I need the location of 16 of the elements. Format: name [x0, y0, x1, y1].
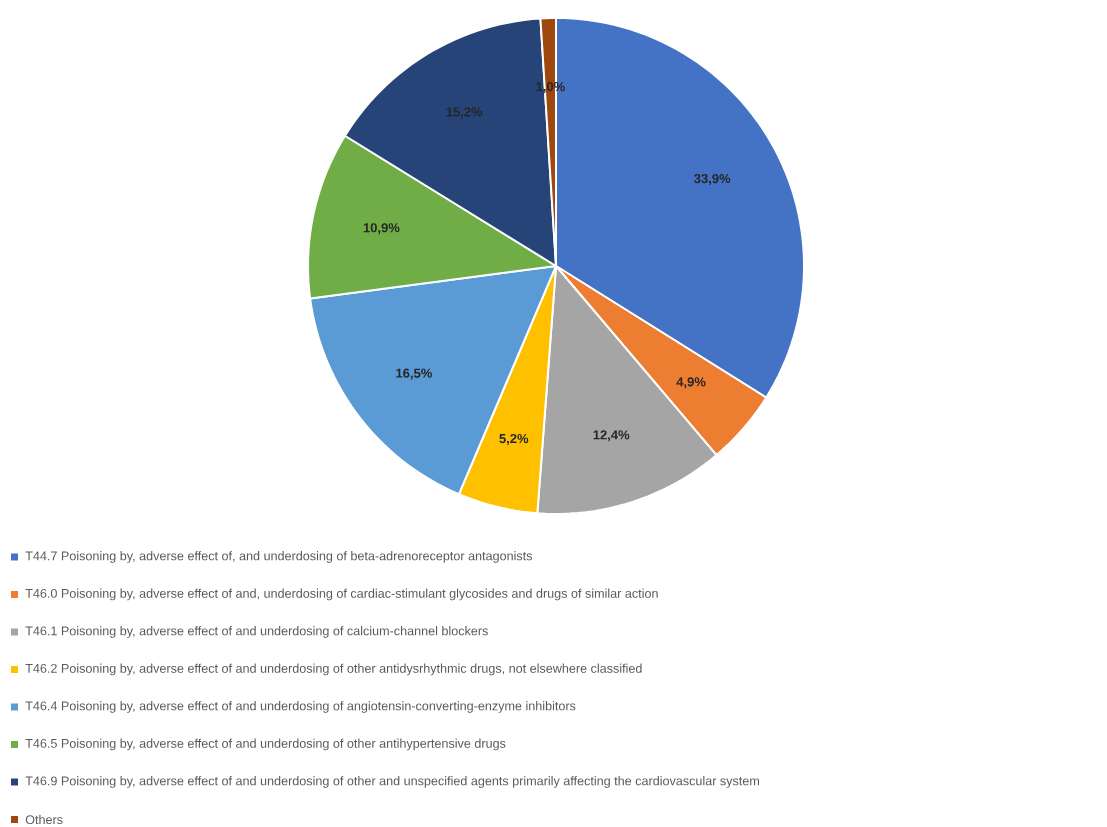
legend-label: T44.7 Poisoning by, adverse effect of, and underdosing of beta-adrenoreceptor antagonists — [25, 551, 533, 563]
legend-label: T46.0 Poisoning by, adverse effect of and, underdosing of cardiac-stimulant glycosides and drugs of similar action — [25, 588, 658, 601]
legend-label: T46.1 Poisoning by, adverse effect of and underdosing of calcium-channel blockers — [25, 626, 488, 638]
data-label: 1,0% — [536, 81, 565, 94]
legend-label: T46.2 Poisoning by, adverse effect of and underdosing of other antidysrhythmic drugs, not elsewhere classified — [25, 663, 642, 676]
legend-label: T46.4 Poisoning by, adverse effect of and underdosing of angiotensin-converting-enzyme inhibitors — [25, 701, 576, 713]
legend-label: T46.9 Poisoning by, adverse effect of and underdosing of other and unspecified agents primarily affecting the cardiovascular system — [25, 776, 759, 788]
data-label: 12,4% — [593, 430, 630, 442]
data-label: 33,9% — [694, 173, 731, 186]
data-label: 15,2% — [446, 107, 483, 119]
data-label: 16,5% — [396, 368, 432, 380]
data-label: 10,9% — [363, 223, 400, 235]
legend-label: Others — [25, 814, 63, 825]
data-label: 5,2% — [499, 433, 529, 446]
legend-label: T46.5 Poisoning by, adverse effect of and underdosing of other antihypertensive drugs — [25, 738, 506, 751]
data-label: 4,9% — [676, 377, 706, 389]
